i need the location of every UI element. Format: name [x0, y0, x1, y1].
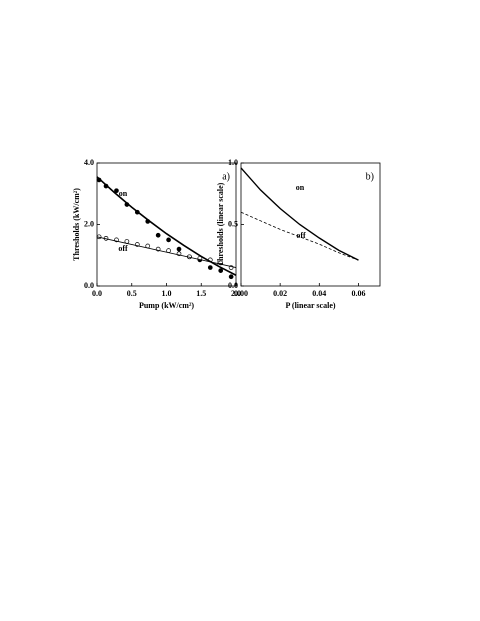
y-axis-label: Thresholds (linear scale)	[216, 182, 225, 266]
x-tick-label: 0.00	[234, 289, 248, 298]
series-label: off	[296, 231, 306, 240]
x-tick-label: 0.06	[351, 289, 365, 298]
data-point	[228, 274, 234, 280]
x-tick-label: 1.0	[162, 289, 172, 298]
x-tick-label: 2.0	[231, 289, 241, 298]
x-tick-label: 1.5	[196, 289, 206, 298]
curve	[96, 176, 237, 276]
y-tick-label: 2.0	[84, 219, 94, 228]
series-label: on	[119, 189, 128, 198]
x-tick-label: 0.0	[92, 289, 102, 298]
y-tick-label: 1.0	[228, 158, 238, 167]
y-tick-label: 0.0	[84, 281, 94, 290]
x-axis-label: P (linear scale)	[285, 301, 335, 310]
data-point	[176, 246, 182, 252]
y-axis-label: Thresholds (kW/cm²)	[72, 188, 81, 261]
x-tick-label: 0.04	[312, 289, 326, 298]
y-tick-label: 0.5	[228, 219, 238, 228]
x-tick-label: 0.02	[273, 289, 287, 298]
data-point	[218, 268, 224, 273]
x-axis-label: Pump (kW/cm²)	[139, 301, 194, 310]
data-point	[207, 265, 213, 270]
x-tick-label: 0.5	[127, 289, 137, 298]
curve	[96, 236, 237, 268]
y-tick-label: 0.0	[228, 281, 238, 290]
panel-label: a)	[222, 171, 230, 182]
series-label: off	[118, 244, 128, 253]
curve	[240, 167, 359, 261]
panel-label: b)	[366, 171, 374, 182]
data-point	[114, 188, 119, 194]
data-point	[155, 232, 161, 238]
curve	[240, 211, 359, 261]
axes-frame	[240, 162, 381, 287]
data-point	[166, 237, 171, 243]
series-label: on	[296, 183, 305, 192]
y-tick-label: 4.0	[84, 158, 94, 167]
